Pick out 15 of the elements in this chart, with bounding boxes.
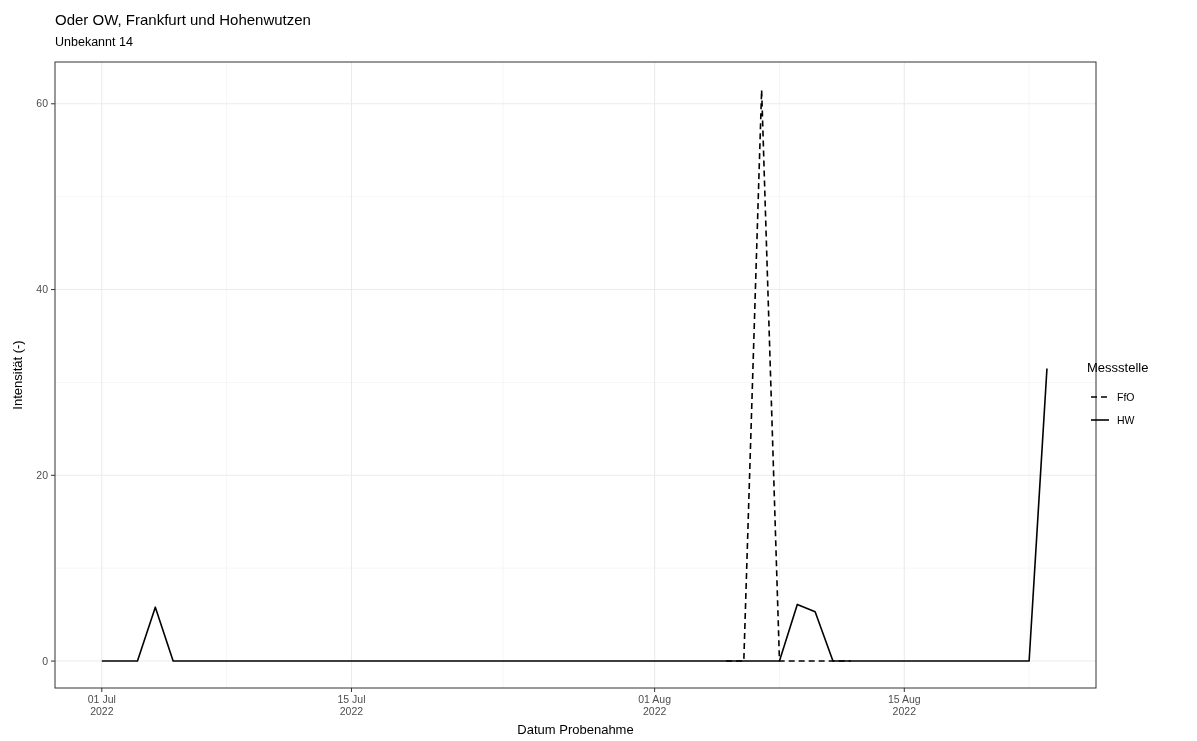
x-tick-label: 15 Aug 2022	[887, 693, 921, 717]
y-tick-label: 0	[42, 654, 49, 667]
legend-label: HW	[1117, 413, 1135, 426]
x-tick-label: 15 Jul 2022	[337, 693, 366, 717]
legend-title: Messstelle	[1087, 360, 1149, 375]
chart-title: Oder OW, Frankfurt und Hohenwutzen	[55, 11, 311, 28]
chart-subtitle: Unbekannt 14	[55, 35, 133, 49]
y-tick-label: 40	[36, 283, 49, 296]
x-tick-label: 01 Jul 2022	[87, 693, 116, 717]
legend-label: FfO	[1117, 390, 1135, 403]
y-tick-label: 20	[36, 468, 49, 481]
x-axis-title: Datum Probenahme	[517, 722, 634, 737]
y-tick-label: 60	[36, 97, 49, 110]
y-axis-title: Intensität (-)	[10, 340, 25, 410]
x-tick-label: 01 Aug 2022	[638, 693, 672, 717]
